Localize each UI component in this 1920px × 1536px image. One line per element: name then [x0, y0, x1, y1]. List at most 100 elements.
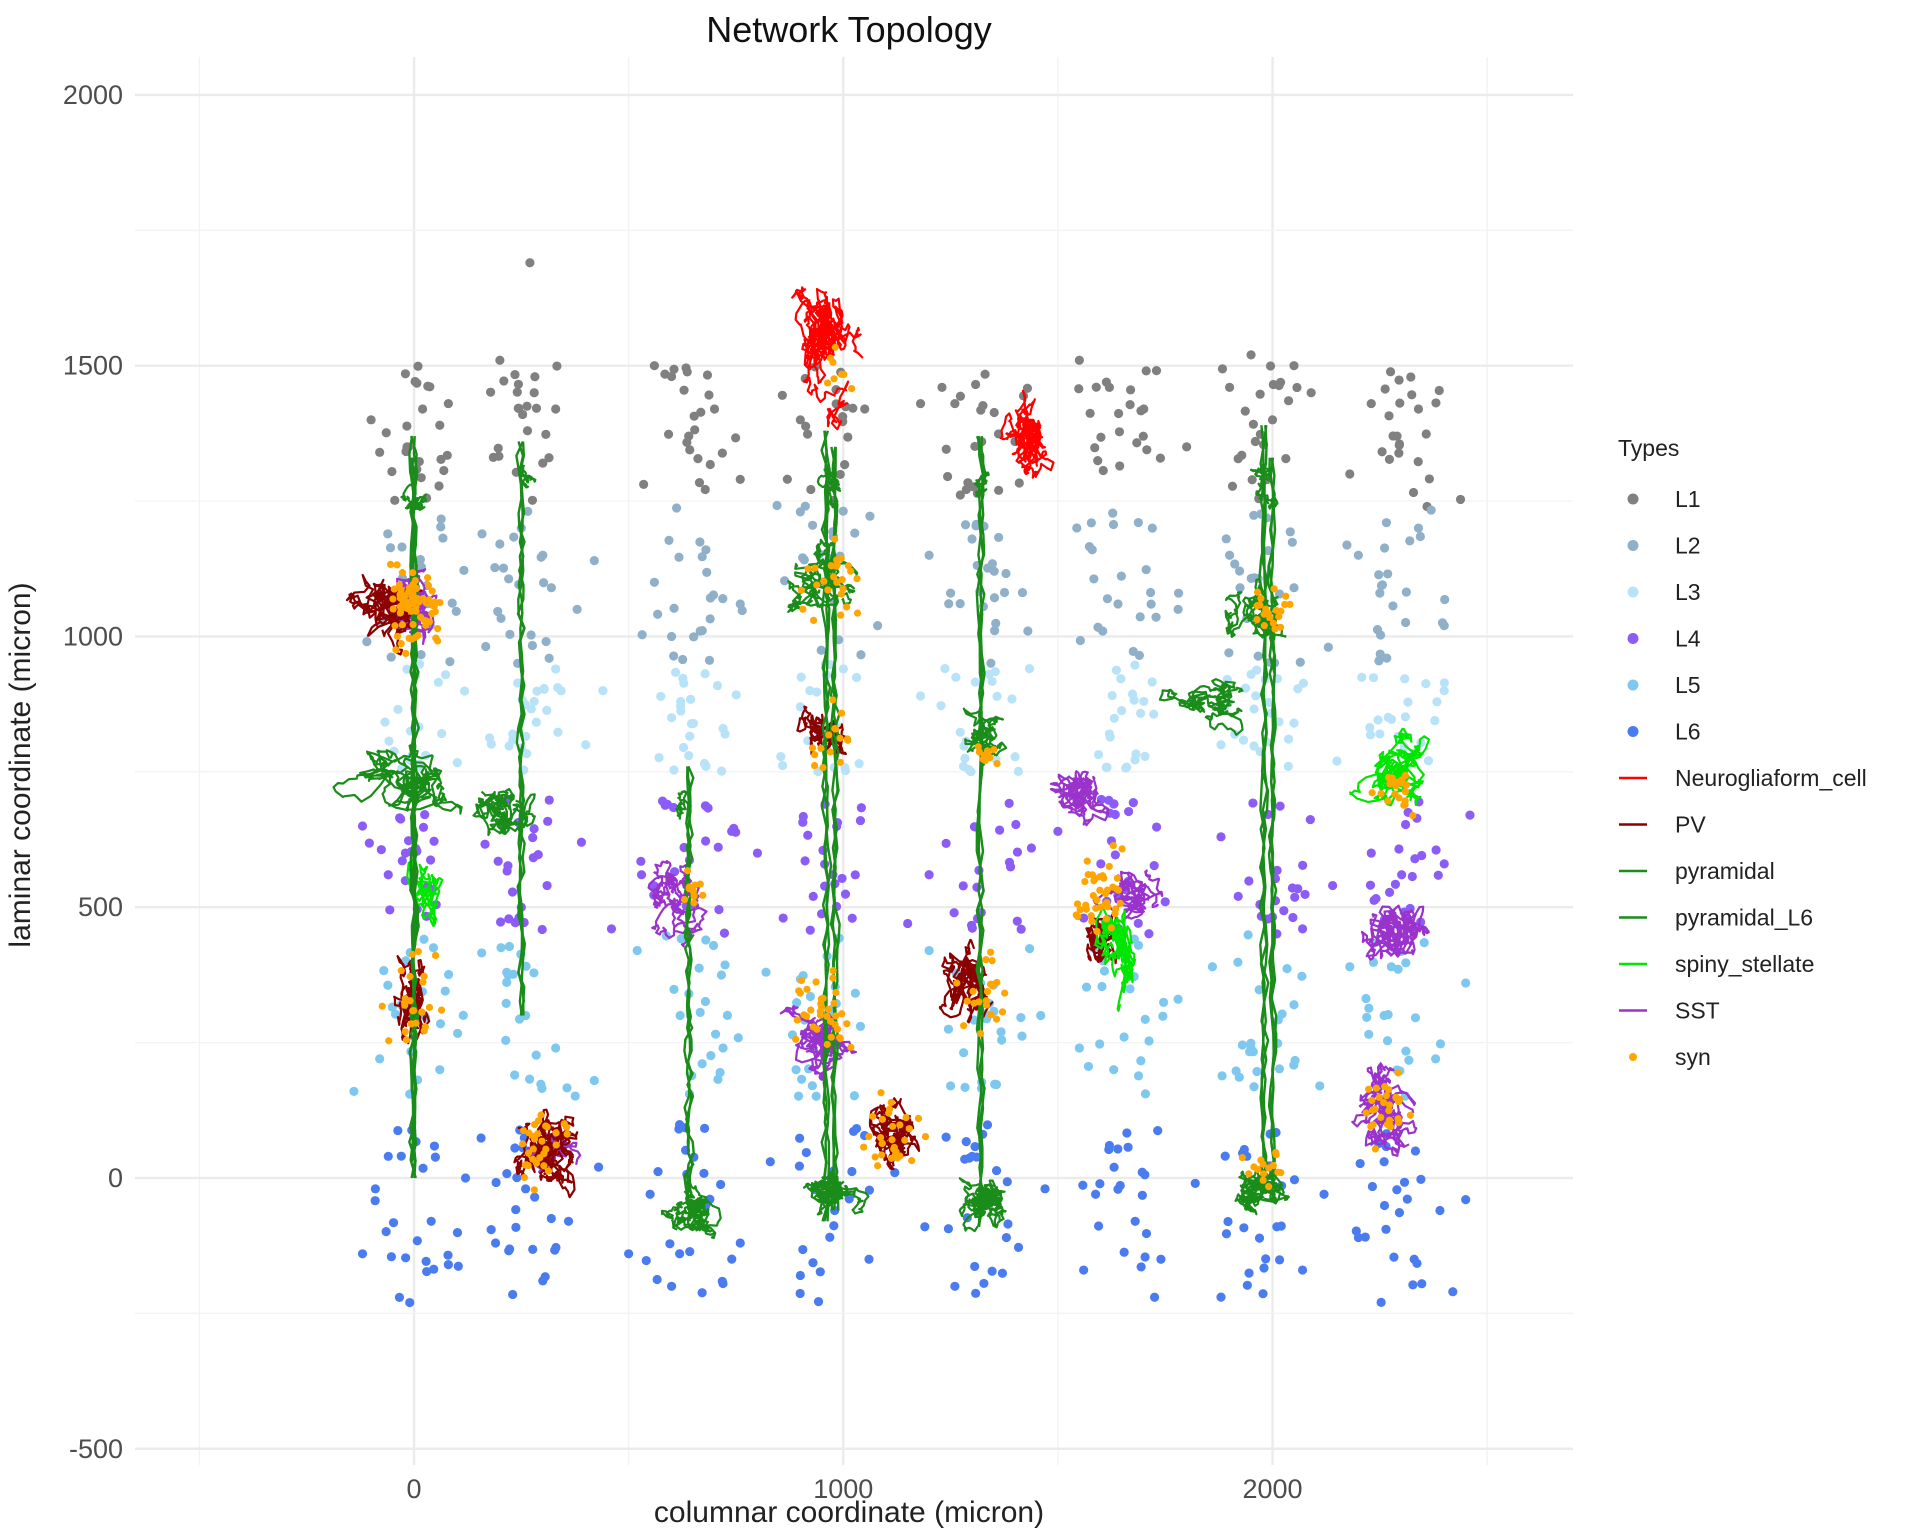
- synapse-point: [819, 763, 827, 772]
- point-L1: [416, 473, 426, 483]
- synapse-point: [877, 1089, 885, 1097]
- point-L6: [1435, 1205, 1445, 1216]
- synapse-point: [860, 1143, 868, 1151]
- synapse-point: [397, 640, 405, 648]
- point-L4: [510, 918, 520, 928]
- point-L3: [1111, 665, 1122, 675]
- point-L6: [1220, 1151, 1230, 1161]
- synapse-point: [1377, 1113, 1385, 1121]
- point-L3: [553, 727, 563, 737]
- point-L1: [980, 369, 990, 379]
- point-L5: [1382, 1036, 1393, 1046]
- point-L3: [402, 664, 412, 674]
- point-L2: [816, 645, 826, 655]
- point-L6: [798, 1244, 808, 1255]
- point-L2: [445, 657, 455, 667]
- synapse-point: [520, 1173, 528, 1182]
- point-L5: [1364, 1029, 1374, 1039]
- point-L3: [1136, 708, 1146, 718]
- synapse-point: [813, 1025, 821, 1033]
- point-L4: [1287, 883, 1298, 893]
- point-L3: [712, 681, 723, 691]
- point-L6: [943, 1224, 954, 1234]
- point-L3: [656, 691, 666, 702]
- point-L5: [1431, 1054, 1441, 1064]
- synapse-point: [389, 605, 397, 613]
- point-L6: [460, 1173, 471, 1183]
- synapse-point: [390, 585, 398, 593]
- point-L1: [1091, 382, 1101, 392]
- point-L4: [1160, 897, 1170, 907]
- synapse-point: [998, 1008, 1007, 1016]
- point-L2: [737, 605, 747, 616]
- y-tick-label: -500: [69, 1434, 123, 1464]
- point-L5: [419, 934, 429, 944]
- point-L3: [940, 663, 950, 674]
- synapse-point: [1254, 1165, 1262, 1173]
- synapse-point: [405, 634, 413, 642]
- point-L3: [676, 706, 686, 716]
- point-L6: [1002, 1177, 1012, 1187]
- point-L3: [1373, 715, 1383, 725]
- point-L5: [1207, 962, 1218, 972]
- point-L5: [1017, 1031, 1027, 1041]
- point-L2: [689, 632, 699, 642]
- synapse-point: [412, 602, 420, 610]
- point-L2: [459, 565, 469, 575]
- synapse-point: [1096, 873, 1104, 881]
- point-L2: [1374, 656, 1384, 666]
- point-L3: [581, 740, 591, 750]
- point-L4: [903, 918, 913, 929]
- x-axis-ticks: 0 1000 2000: [406, 1474, 1302, 1504]
- point-L6: [697, 1288, 707, 1298]
- synapse-point: [1081, 877, 1089, 886]
- synapse-point: [960, 1022, 968, 1030]
- legend-key-L1: [1627, 493, 1639, 505]
- synapse-point: [829, 696, 837, 704]
- legend-key-L4: [1627, 633, 1639, 644]
- point-L3: [987, 676, 997, 686]
- point-L4: [543, 816, 553, 826]
- point-L3: [1216, 740, 1226, 750]
- point-L3: [486, 739, 496, 749]
- synapse-point: [405, 584, 414, 592]
- synapse-point: [1368, 1096, 1376, 1105]
- legend-label: pyramidal: [1675, 858, 1775, 884]
- point-L4: [1394, 844, 1404, 854]
- synapse-point: [1392, 1094, 1400, 1102]
- point-L4: [542, 880, 552, 891]
- point-L1: [436, 454, 446, 464]
- apical-tuft: [1249, 462, 1270, 482]
- point-L3: [1101, 762, 1111, 773]
- point-L6: [1289, 1175, 1300, 1185]
- point-L3: [1252, 665, 1262, 675]
- neurite-PV: [796, 705, 834, 750]
- point-L6: [1412, 1258, 1422, 1269]
- point-L5: [379, 966, 389, 976]
- point-L4: [1149, 860, 1159, 871]
- point-L2: [385, 543, 396, 553]
- point-L1: [942, 471, 953, 482]
- point-L6: [982, 1120, 993, 1130]
- point-L6: [961, 1137, 971, 1147]
- point-L4: [1390, 879, 1401, 889]
- synapse-point: [843, 735, 852, 743]
- point-L2: [589, 556, 599, 566]
- synapse-point: [963, 997, 971, 1005]
- point-L1: [1281, 454, 1291, 464]
- synapse-point: [1084, 871, 1092, 879]
- point-L6: [844, 1194, 854, 1204]
- synapse-point: [832, 725, 840, 733]
- synapse-point: [685, 885, 693, 893]
- synapse-point: [1282, 592, 1290, 600]
- point-L2: [1221, 534, 1231, 544]
- point-L2: [498, 563, 509, 573]
- synapse-point: [902, 1113, 910, 1122]
- point-L1: [1074, 384, 1084, 394]
- point-L4: [420, 809, 430, 820]
- point-L1: [1074, 355, 1084, 365]
- neurite-SST: [1358, 1062, 1416, 1108]
- point-L1: [381, 428, 391, 438]
- synapse-point: [830, 999, 838, 1007]
- synapse-point: [428, 587, 436, 595]
